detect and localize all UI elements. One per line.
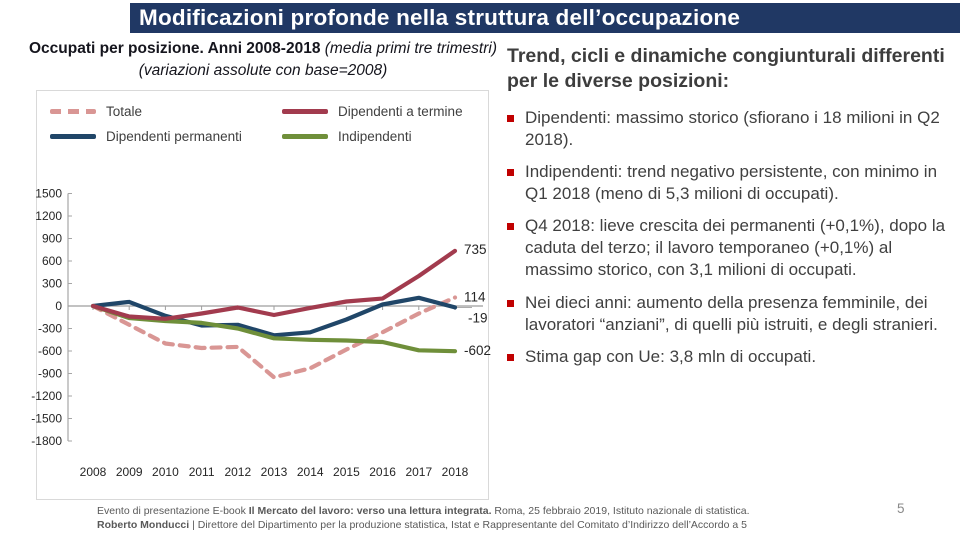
- x-tick-label: 2008: [80, 465, 107, 479]
- text-run: Roberto Monducci: [97, 519, 190, 531]
- legend-label: Dipendenti a termine: [338, 104, 463, 119]
- bullet-text: Nei dieci anni: aumento della presenza f…: [525, 292, 938, 334]
- text-run: Occupati per posizione. Anni 2008-2018: [29, 40, 325, 57]
- bullet-text: Indipendenti: trend negativo persistente…: [525, 162, 938, 204]
- legend-item: Dipendenti a termine: [282, 104, 463, 119]
- y-tick-label: -1200: [31, 389, 62, 403]
- bullet-item: Dipendenti: massimo storico (sfiorano i …: [507, 107, 951, 151]
- legend-swatch-icon: [282, 109, 328, 114]
- x-tick-label: 2010: [152, 465, 179, 479]
- bullet-list: Dipendenti: massimo storico (sfiorano i …: [507, 107, 951, 368]
- text-run: | Direttore del Dipartimento per la prod…: [189, 519, 747, 531]
- legend-label: Totale: [106, 104, 143, 119]
- footer-line-2: Roberto Monducci | Direttore del Diparti…: [97, 518, 903, 532]
- bullet-item: Nei dieci anni: aumento della presenza f…: [507, 292, 951, 336]
- legend-label: Indipendenti: [338, 129, 412, 144]
- chart-title: Occupati per posizione. Anni 2008-2018 (…: [28, 38, 498, 82]
- x-tick-label: 2017: [405, 465, 432, 479]
- legend-item: Dipendenti permanenti: [50, 129, 282, 144]
- bullet-item: Indipendenti: trend negativo persistente…: [507, 161, 951, 205]
- y-tick-label: -300: [38, 322, 62, 336]
- y-tick-label: 0: [55, 299, 62, 313]
- x-tick-label: 2018: [442, 465, 469, 479]
- y-tick-label: 900: [42, 232, 62, 246]
- series-end-label: 735: [464, 242, 487, 257]
- x-tick-label: 2015: [333, 465, 360, 479]
- text-run: Roma, 25 febbraio 2019, Istituto naziona…: [491, 505, 750, 517]
- x-tick-label: 2012: [224, 465, 251, 479]
- series-line-dipendenti-a-termine: [90, 248, 458, 321]
- bullet-text: Dipendenti: massimo storico (sfiorano i …: [525, 107, 940, 149]
- x-tick-label: 2009: [116, 465, 143, 479]
- series-end-label: -19: [468, 310, 488, 325]
- legend-label: Dipendenti permanenti: [106, 129, 242, 144]
- series-end-label: -602: [464, 343, 491, 358]
- y-tick-label: 1200: [35, 209, 62, 223]
- y-tick-label: -1800: [31, 434, 62, 448]
- legend-swatch-icon: [50, 109, 96, 114]
- series-line-dipendenti-permanenti: [90, 295, 458, 338]
- bullet-text: Q4 2018: lieve crescita dei permanenti (…: [525, 216, 946, 280]
- text-run: Il Mercato del lavoro: verso una lettura…: [248, 505, 492, 517]
- y-tick-label: -1500: [31, 412, 62, 426]
- panel-heading: Trend, cicli e dinamiche congiunturali d…: [507, 45, 945, 92]
- bullet-marker-icon: [507, 353, 514, 361]
- slide-title: Modificazioni profonde nella struttura d…: [139, 5, 741, 30]
- legend-item: Indipendenti: [282, 129, 463, 144]
- chart-frame: [36, 90, 489, 500]
- page-number: 5: [897, 501, 905, 516]
- legend-item: Totale: [50, 104, 282, 119]
- text-run: (media primi tre trimestri) (variazioni …: [138, 40, 497, 79]
- x-tick-label: 2016: [369, 465, 396, 479]
- y-tick-label: 300: [42, 277, 62, 291]
- bullet-item: Q4 2018: lieve crescita dei permanenti (…: [507, 215, 951, 281]
- x-tick-label: 2014: [297, 465, 324, 479]
- bullet-item: Stima gap con Ue: 3,8 mln di occupati.: [507, 346, 951, 368]
- chart-legend: Totale Dipendenti a termine Dipendenti per…: [50, 104, 463, 144]
- footer: Evento di presentazione E-book Il Mercat…: [97, 504, 903, 532]
- slide-title-bar: Modificazioni profonde nella struttura d…: [130, 3, 960, 33]
- bullet-text: Stima gap con Ue: 3,8 mln di occupati.: [525, 346, 817, 366]
- footer-line-1: Evento di presentazione E-book Il Mercat…: [97, 504, 903, 518]
- line-chart: 1500 1200 900 600 300 0 -300 -600 -900 -1200 -1500…: [31, 187, 491, 480]
- x-tick-label: 2013: [261, 465, 288, 479]
- legend-swatch-icon: [50, 134, 96, 139]
- bullet-marker-icon: [507, 299, 514, 307]
- right-panel: Trend, cicli e dinamiche congiunturali d…: [507, 44, 951, 378]
- y-tick-label: -900: [38, 367, 62, 381]
- y-tick-label: -600: [38, 344, 62, 358]
- bullet-marker-icon: [507, 169, 514, 177]
- y-tick-label: 1500: [35, 187, 62, 201]
- series-line-totale: [90, 295, 458, 380]
- legend-swatch-icon: [282, 134, 328, 139]
- y-tick-label: 600: [42, 254, 62, 268]
- bullet-marker-icon: [507, 114, 514, 122]
- x-tick-label: 2011: [189, 465, 215, 479]
- series-line-indipendenti: [90, 303, 458, 354]
- series-end-label: 114: [464, 289, 486, 304]
- bullet-marker-icon: [507, 223, 514, 231]
- text-run: Evento di presentazione E-book: [97, 505, 249, 517]
